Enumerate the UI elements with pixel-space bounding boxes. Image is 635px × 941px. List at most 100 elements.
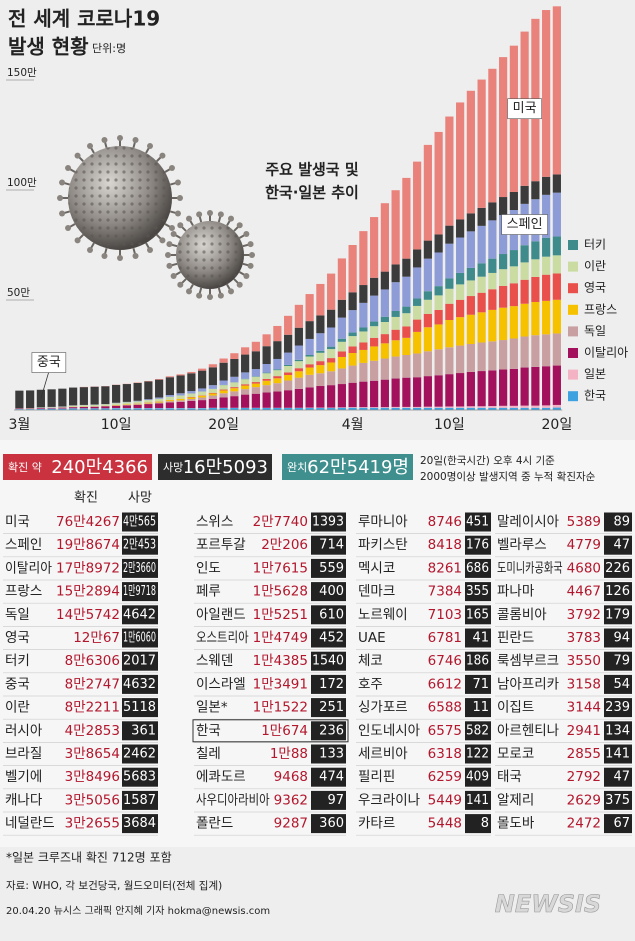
bar-segment xyxy=(295,378,303,389)
bar-segment xyxy=(531,335,539,367)
bar-segment xyxy=(209,399,217,408)
deaths: 2017 xyxy=(123,654,156,669)
deaths: 714 xyxy=(319,538,344,553)
bar-segment xyxy=(531,181,539,199)
bar-segment xyxy=(402,178,410,259)
bar-segment xyxy=(209,364,217,367)
confirmed: 3550 xyxy=(567,653,601,669)
confirmed: 2만7740 xyxy=(253,514,308,530)
country: 캐나다 xyxy=(5,792,43,808)
x-tick-label: 10일 xyxy=(434,417,465,433)
bar-segment xyxy=(467,231,475,268)
country: 스웨덴 xyxy=(196,653,233,669)
bar-segment xyxy=(381,334,389,343)
bar-segment xyxy=(316,351,324,353)
bar-segment xyxy=(166,397,174,400)
bar-segment xyxy=(392,379,400,407)
deaths: 11 xyxy=(472,700,489,715)
bar-segment xyxy=(295,360,303,361)
bar-segment xyxy=(155,397,163,398)
virus-spike-head xyxy=(237,282,243,288)
bar-segment xyxy=(499,308,507,340)
bar-segment xyxy=(263,364,271,373)
country: 페루 xyxy=(196,584,221,600)
bar-segment xyxy=(553,193,561,237)
bar-segment xyxy=(413,377,421,407)
bar-segment xyxy=(230,353,238,359)
bar-segment xyxy=(521,262,529,279)
confirmed: 5448 xyxy=(428,816,462,832)
deaths: 239 xyxy=(605,700,630,715)
bar-segment xyxy=(295,371,303,377)
bar-segment xyxy=(80,407,88,408)
confirmed: 1만4749 xyxy=(253,630,308,646)
bar-segment xyxy=(198,392,206,396)
bar-segment xyxy=(230,391,238,396)
bar-segment xyxy=(359,342,367,349)
bar-segment xyxy=(338,300,346,318)
bar-segment xyxy=(101,386,109,404)
bar-segment xyxy=(349,346,357,353)
deaths: 2만453 xyxy=(123,538,156,553)
bar-segment xyxy=(295,361,303,368)
bar-segment xyxy=(273,359,281,369)
bar-segment xyxy=(338,384,346,407)
bar-segment xyxy=(445,289,453,304)
bar-segment xyxy=(295,389,303,408)
bar-segment xyxy=(306,375,314,388)
bar-segment xyxy=(413,298,421,305)
bar-segment xyxy=(553,405,561,408)
bar-segment xyxy=(424,259,432,292)
bar-segment xyxy=(370,326,378,338)
bar-segment xyxy=(381,407,389,408)
deaths: 361 xyxy=(131,723,156,738)
country: 알제리 xyxy=(497,792,534,808)
deaths: 4642 xyxy=(123,607,156,622)
bar-segment xyxy=(241,384,249,385)
bar-segment xyxy=(553,255,561,273)
virus-spike-head xyxy=(218,293,224,299)
virus-spike-head xyxy=(169,225,175,231)
bar-segment xyxy=(220,381,228,385)
confirmed: 7103 xyxy=(428,607,462,623)
deaths: 582 xyxy=(466,723,489,738)
legend-swatch xyxy=(568,370,578,380)
deaths: 67 xyxy=(613,816,630,831)
bar-segment xyxy=(263,373,271,379)
confirmed: 8만2211 xyxy=(65,700,120,716)
country: 이집트 xyxy=(497,700,534,716)
country: 카타르 xyxy=(358,816,395,832)
bar-segment xyxy=(424,351,432,376)
bar-segment xyxy=(542,10,550,177)
virus-spike-head xyxy=(57,195,63,201)
bar-segment xyxy=(338,342,346,352)
bar-segment xyxy=(478,226,486,263)
confirmed: 4만2853 xyxy=(65,723,120,739)
bar-segment xyxy=(230,377,238,383)
deaths: 400 xyxy=(319,584,344,599)
subtitle: 발생 현황 xyxy=(8,35,89,59)
country: 우크라이나 xyxy=(358,792,420,808)
country: 일본* xyxy=(196,700,228,716)
country: 모로코 xyxy=(497,746,534,762)
confirmed: 6318 xyxy=(428,746,462,762)
bar-segment xyxy=(392,190,400,264)
bar-segment xyxy=(531,259,539,277)
series-label: 미국 xyxy=(513,101,537,116)
country: 영국 xyxy=(5,630,30,646)
bar-segment xyxy=(531,367,539,406)
bar-segment xyxy=(327,385,335,407)
bar-segment xyxy=(542,238,550,257)
bar-segment xyxy=(456,102,464,219)
virus-spike-head xyxy=(228,216,234,222)
legend-swatch xyxy=(568,305,578,315)
confirmed: 8746 xyxy=(428,514,462,530)
y-tick-label: 150만 xyxy=(7,67,37,79)
deaths: 559 xyxy=(319,561,344,576)
country: 호주 xyxy=(358,676,383,692)
bar-segment xyxy=(381,289,389,316)
bar-segment xyxy=(209,393,217,394)
bar-segment xyxy=(306,368,314,375)
bar-segment xyxy=(370,296,378,322)
bar-segment xyxy=(435,349,443,375)
